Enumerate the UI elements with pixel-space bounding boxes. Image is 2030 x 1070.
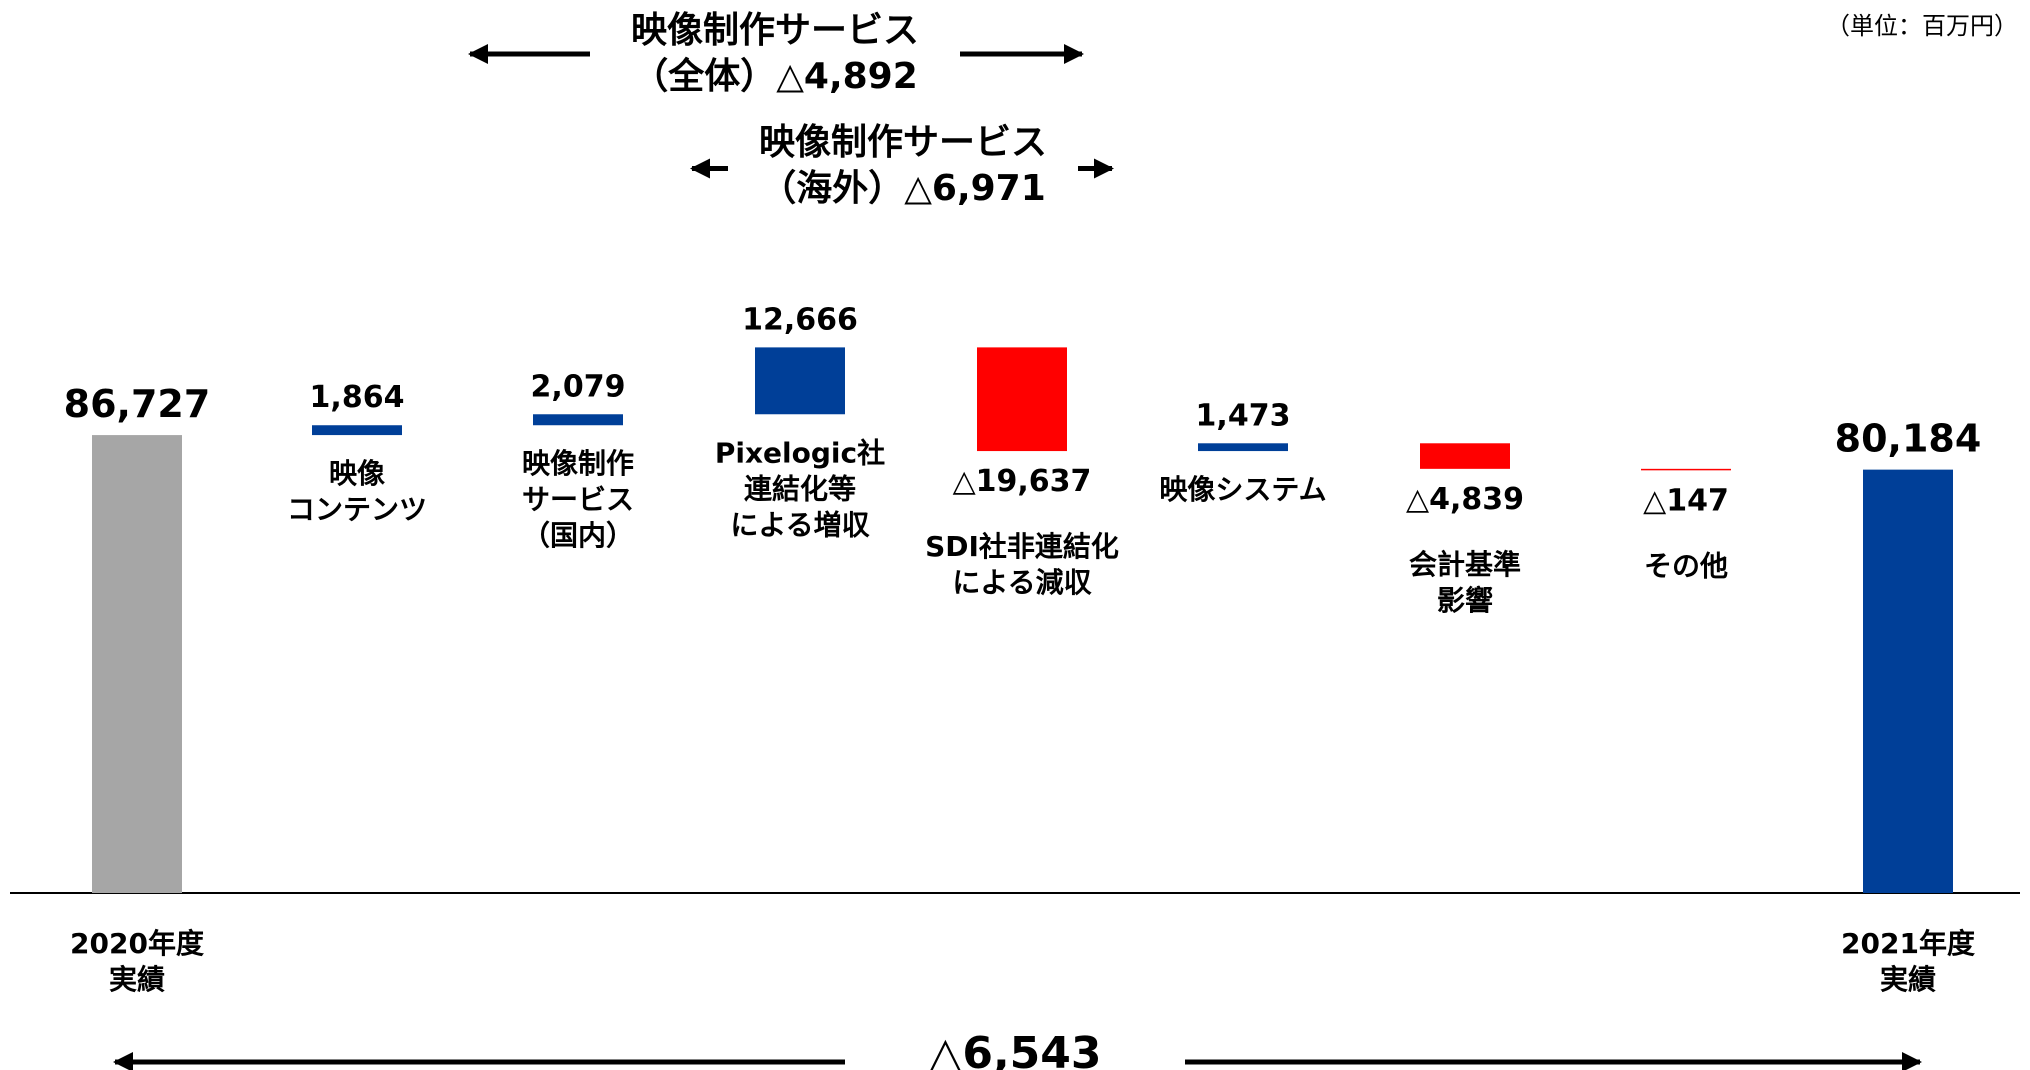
- bar-6: [1420, 443, 1510, 469]
- value-label-0: 86,727: [64, 382, 211, 426]
- category-label-line: 映像システム: [1159, 473, 1326, 506]
- category-label-line: 実績: [109, 963, 165, 996]
- category-label-line: （国内）: [522, 519, 634, 552]
- bar-3: [755, 347, 845, 415]
- category-label-line: による減収: [952, 566, 1092, 599]
- category-label-line: Pixelogic社: [715, 436, 885, 469]
- annotation-line: （全体）△4,892: [632, 55, 918, 97]
- bar-0: [92, 435, 182, 893]
- category-label-line: 影響: [1437, 584, 1493, 617]
- annotation-line: △6,543: [928, 1028, 1101, 1070]
- value-label-6: △4,839: [1406, 482, 1524, 517]
- category-label-0: 2020年度実績: [70, 927, 204, 996]
- annotation-line: （海外）△6,971: [760, 168, 1046, 209]
- category-label-line: コンテンツ: [287, 493, 427, 526]
- category-label-line: サービス: [522, 483, 634, 516]
- bar-2: [533, 414, 623, 426]
- annotation-text-2: △6,543: [928, 1028, 1101, 1070]
- category-label-line: SDI社非連結化: [925, 530, 1119, 563]
- annotation-text-1: 映像制作サービス （海外）△6,971: [759, 122, 1047, 209]
- annotation-line: 映像制作サービス: [631, 10, 919, 51]
- bar-7: [1641, 468, 1731, 471]
- bar-4: [977, 347, 1067, 452]
- annotation-text-0: 映像制作サービス（全体）△4,892: [631, 10, 919, 97]
- category-label-line: 連結化等: [744, 472, 856, 505]
- category-label-1: 映像コンテンツ: [287, 457, 427, 526]
- value-label-3: 12,666: [742, 302, 858, 337]
- annotation-line: 映像制作サービス: [759, 122, 1047, 163]
- value-label-1: 1,864: [310, 380, 405, 415]
- category-label-5: 映像システム: [1159, 473, 1326, 506]
- category-label-4: SDI社非連結化による減収: [925, 530, 1119, 599]
- bar-5: [1198, 443, 1288, 452]
- category-label-line: 映像制作: [522, 447, 634, 480]
- value-label-8: 80,184: [1835, 417, 1982, 461]
- category-label-line: 2021年度: [1841, 927, 1975, 960]
- category-label-6: 会計基準影響: [1409, 548, 1521, 617]
- category-label-3: Pixelogic社連結化等による増収: [715, 436, 885, 541]
- category-label-line: 会計基準: [1409, 548, 1521, 581]
- category-label-8: 2021年度実績: [1841, 927, 1975, 996]
- bar-8: [1863, 469, 1953, 893]
- category-label-line: その他: [1644, 549, 1728, 582]
- category-label-line: による増収: [730, 508, 870, 541]
- category-label-line: 2020年度: [70, 927, 204, 960]
- category-label-2: 映像制作サービス（国内）: [522, 447, 634, 552]
- category-label-line: 映像: [329, 457, 386, 490]
- unit-label: （単位：百万円）: [1826, 12, 2018, 40]
- value-label-2: 2,079: [531, 369, 626, 404]
- bar-1: [312, 425, 402, 436]
- value-label-5: 1,473: [1196, 398, 1291, 433]
- category-label-line: 実績: [1880, 963, 1936, 996]
- value-label-7: △147: [1643, 483, 1729, 518]
- value-label-4: △19,637: [953, 464, 1092, 499]
- category-label-7: その他: [1644, 549, 1728, 582]
